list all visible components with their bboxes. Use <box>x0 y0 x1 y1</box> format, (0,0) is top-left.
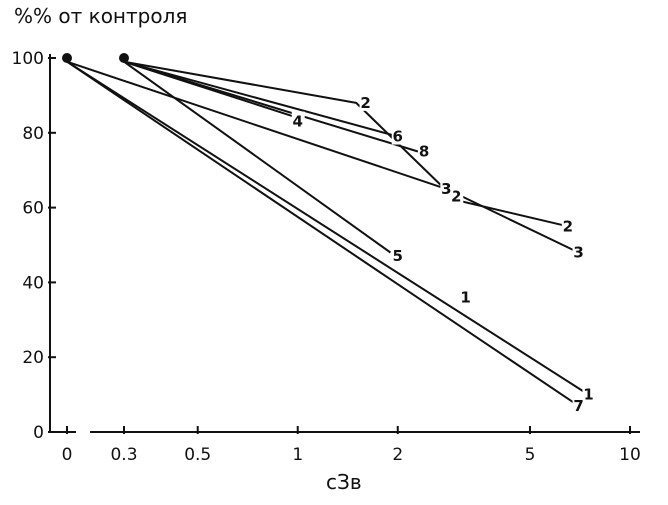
series-label-bg-2-0 <box>359 92 373 111</box>
x-tick-label-5: 5 <box>525 445 536 465</box>
series-line-1 <box>66 60 590 396</box>
series-label-6-0: 6 <box>393 128 403 146</box>
series-label-bg-4-0 <box>291 111 305 130</box>
series-label-8-0: 8 <box>419 143 429 161</box>
series-label-7-0: 7 <box>573 397 583 415</box>
series-label-5-0: 5 <box>393 247 403 265</box>
series-line-8 <box>123 60 419 153</box>
series-label-bg-2-1 <box>450 186 464 205</box>
series-label-bg-6-0 <box>391 126 405 145</box>
series-label-3-0: 3 <box>441 180 451 198</box>
series-label-1-0: 1 <box>460 288 470 306</box>
y-axis-label: %% от контроля <box>14 4 188 28</box>
series-line-5 <box>123 60 391 254</box>
start-marker-1 <box>119 53 129 63</box>
series-label-2-2: 2 <box>563 217 573 235</box>
x-tick-label-0.5: 0.5 <box>184 445 211 465</box>
y-tick-label-100: 100 <box>12 49 44 69</box>
x-tick-label-0: 0 <box>62 445 73 465</box>
x-tick-label-2: 2 <box>392 445 403 465</box>
x-tick-label-10: 10 <box>619 445 641 465</box>
y-tick-label-0: 0 <box>33 423 44 443</box>
series-label-bg-3-1 <box>572 242 586 261</box>
series-line-2 <box>123 60 569 228</box>
series-label-4-0: 4 <box>293 113 303 131</box>
x-tick-label-1: 1 <box>292 445 303 465</box>
y-tick-label-40: 40 <box>22 273 44 293</box>
series-label-2-0: 2 <box>360 94 370 112</box>
series-label-3-1: 3 <box>573 243 583 261</box>
x-axis-label: сЗв <box>326 470 362 494</box>
series-label-bg-5-0 <box>391 246 405 265</box>
series-label-2-1: 2 <box>451 187 461 205</box>
y-tick-label-60: 60 <box>22 199 44 219</box>
start-marker-0 <box>62 53 72 63</box>
y-tick-label-80: 80 <box>22 124 44 144</box>
series-label-bg-7-0 <box>572 395 586 414</box>
series-line-7 <box>66 60 580 407</box>
series-label-bg-8-0 <box>418 141 432 160</box>
series-line-6 <box>123 60 399 138</box>
series-label-bg-2-2 <box>561 216 575 235</box>
series-label-1-1: 1 <box>583 386 593 404</box>
y-tick-label-20: 20 <box>22 348 44 368</box>
x-tick-label-0.3: 0.3 <box>110 445 137 465</box>
series-label-bg-1-1 <box>582 384 596 403</box>
series-label-bg-1-0 <box>459 287 473 306</box>
series-label-bg-3-0 <box>440 178 454 197</box>
